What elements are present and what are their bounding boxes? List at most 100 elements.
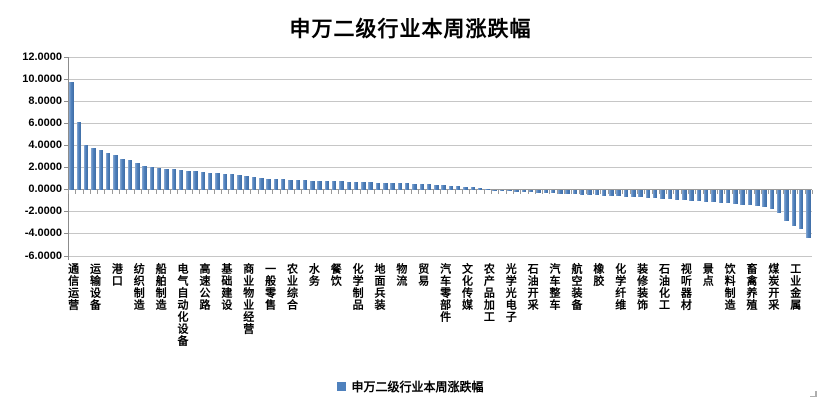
bar[interactable]	[755, 189, 760, 207]
bar[interactable]	[113, 155, 118, 190]
bar[interactable]	[171, 169, 176, 190]
bar[interactable]	[266, 178, 271, 190]
bar[interactable]	[441, 185, 446, 190]
bar[interactable]	[120, 159, 125, 190]
bar[interactable]	[244, 176, 249, 190]
bar[interactable]	[156, 167, 162, 190]
bar[interactable]	[667, 189, 672, 200]
bar[interactable]	[251, 177, 257, 190]
bar[interactable]	[353, 181, 359, 190]
bar[interactable]	[105, 153, 111, 190]
bar[interactable]	[135, 163, 140, 190]
bar[interactable]	[295, 179, 300, 190]
bar[interactable]	[368, 182, 373, 190]
bar[interactable]	[660, 189, 665, 199]
bar[interactable]	[448, 185, 454, 190]
bar[interactable]	[375, 182, 381, 190]
bar[interactable]	[331, 181, 337, 190]
bar[interactable]	[310, 180, 315, 190]
bar[interactable]	[434, 184, 439, 190]
bar[interactable]	[426, 184, 432, 190]
bar[interactable]	[587, 189, 592, 195]
bar[interactable]	[674, 189, 680, 200]
bar[interactable]	[594, 189, 600, 196]
bar[interactable]	[806, 189, 811, 238]
bar[interactable]	[689, 189, 694, 201]
bar[interactable]	[652, 189, 658, 199]
bar[interactable]	[601, 189, 607, 196]
bar[interactable]	[222, 173, 228, 190]
bar[interactable]	[514, 189, 519, 192]
bar[interactable]	[682, 189, 687, 201]
bar[interactable]	[91, 147, 96, 190]
bar[interactable]	[718, 189, 724, 203]
bar[interactable]	[324, 181, 330, 190]
bar[interactable]	[127, 160, 133, 190]
bar[interactable]	[747, 189, 753, 206]
bar[interactable]	[186, 170, 191, 190]
bar[interactable]	[791, 189, 796, 227]
bar[interactable]	[404, 183, 410, 190]
bar[interactable]	[288, 179, 293, 190]
bar[interactable]	[142, 166, 147, 190]
bar[interactable]	[237, 175, 242, 190]
bar[interactable]	[499, 189, 505, 191]
bar[interactable]	[83, 144, 89, 190]
bar[interactable]	[317, 180, 322, 190]
bar[interactable]	[98, 149, 104, 190]
bar[interactable]	[361, 182, 366, 190]
bar[interactable]	[397, 183, 403, 190]
bar[interactable]	[725, 189, 731, 204]
bar[interactable]	[543, 189, 548, 193]
bar[interactable]	[273, 178, 279, 190]
bar[interactable]	[703, 189, 709, 202]
bar[interactable]	[463, 186, 468, 190]
bar[interactable]	[507, 189, 512, 192]
bar[interactable]	[207, 172, 213, 190]
bar[interactable]	[798, 189, 804, 230]
bar[interactable]	[579, 189, 585, 195]
bar[interactable]	[565, 189, 570, 194]
bar[interactable]	[485, 188, 490, 190]
bar[interactable]	[76, 121, 82, 190]
bar[interactable]	[536, 189, 541, 193]
bar[interactable]	[280, 179, 286, 190]
bar[interactable]	[616, 189, 621, 197]
bar[interactable]	[215, 173, 220, 190]
bar[interactable]	[470, 187, 476, 190]
bar[interactable]	[164, 168, 169, 190]
bar[interactable]	[419, 183, 424, 190]
bar[interactable]	[178, 169, 184, 190]
bar[interactable]	[558, 189, 563, 194]
bar[interactable]	[302, 180, 308, 190]
bar[interactable]	[259, 178, 264, 190]
bar[interactable]	[740, 189, 745, 205]
bar[interactable]	[383, 182, 388, 190]
bar[interactable]	[609, 189, 614, 196]
bar[interactable]	[346, 181, 352, 190]
bar[interactable]	[455, 186, 461, 190]
bar[interactable]	[69, 82, 74, 190]
bar[interactable]	[149, 167, 155, 190]
bar[interactable]	[572, 189, 578, 195]
bar[interactable]	[784, 189, 789, 221]
bar[interactable]	[550, 189, 556, 194]
bar[interactable]	[528, 189, 534, 193]
bar[interactable]	[733, 189, 738, 205]
bar[interactable]	[412, 183, 417, 190]
bar[interactable]	[477, 187, 483, 190]
bar[interactable]	[762, 189, 767, 208]
bar[interactable]	[645, 189, 651, 198]
bar[interactable]	[696, 189, 702, 202]
bar[interactable]	[638, 189, 643, 198]
bar[interactable]	[390, 183, 395, 190]
bar[interactable]	[339, 181, 344, 190]
bar[interactable]	[521, 189, 527, 192]
bar[interactable]	[776, 189, 782, 213]
bar[interactable]	[769, 189, 775, 209]
bar[interactable]	[492, 189, 497, 191]
bar[interactable]	[631, 189, 636, 197]
bar[interactable]	[711, 189, 716, 203]
bar[interactable]	[200, 171, 206, 190]
bar[interactable]	[229, 174, 235, 190]
